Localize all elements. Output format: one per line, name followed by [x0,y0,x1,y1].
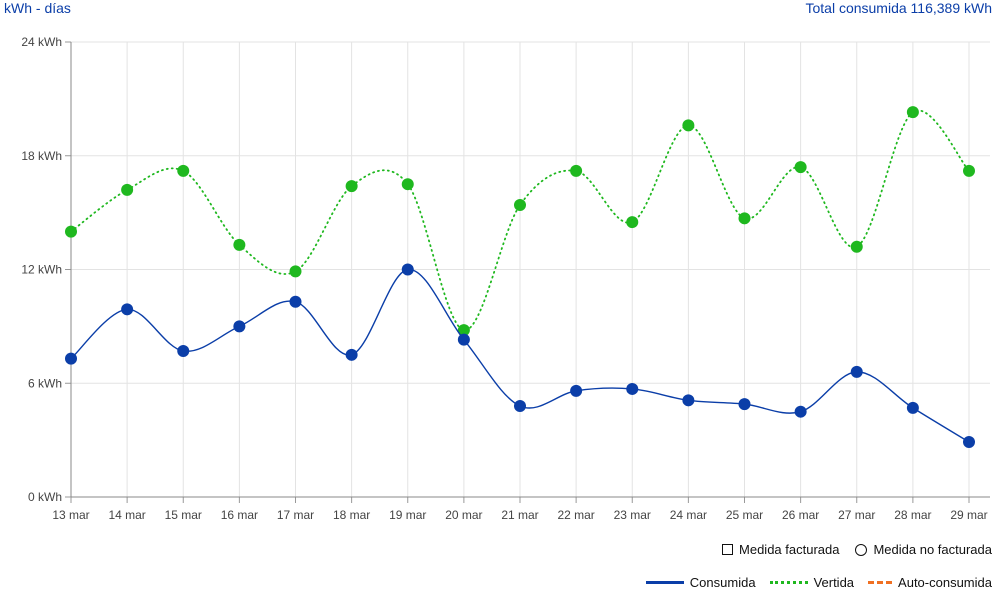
consumption-chart: 0 kWh 6 kWh 12 kWh 18 kWh 24 kWh 13 mar 14 mar… [21,35,990,522]
point-vertida-2[interactable] [177,164,190,177]
y-tick-label: 24 kWh [21,35,62,49]
point-vertida-13[interactable] [794,161,807,174]
legend-label-consumida[interactable]: Consumida [689,575,756,590]
series-layer [65,106,975,449]
x-tick-label: 28 mar [894,508,931,522]
point-consumida-2[interactable] [177,345,190,358]
point-consumida-6[interactable] [401,263,414,276]
x-tick-label: 24 mar [670,508,707,522]
point-vertida-16[interactable] [963,164,975,177]
x-tick-label: 18 mar [333,508,370,522]
point-consumida-11[interactable] [682,394,695,407]
total-consumption-label: Total consumida 116,389 kWh [805,0,992,16]
point-consumida-14[interactable] [850,365,863,378]
point-vertida-14[interactable] [850,240,863,253]
point-consumida-15[interactable] [906,401,919,414]
point-vertida-11[interactable] [682,119,695,132]
point-consumida-1[interactable] [121,303,134,316]
point-vertida-5[interactable] [345,180,358,193]
point-consumida-7[interactable] [457,333,470,346]
grid-layer [70,41,990,498]
point-vertida-6[interactable] [401,178,414,191]
point-consumida-10[interactable] [626,382,639,395]
point-vertida-7[interactable] [457,324,470,337]
x-tick-label: 27 mar [838,508,875,522]
point-consumida-3[interactable] [233,320,246,333]
x-tick-label: 13 mar [52,508,89,522]
point-vertida-12[interactable] [738,212,751,225]
legend-label-billed: Medida facturada [739,542,840,557]
x-tick-label: 19 mar [389,508,426,522]
legend-line-consumida-icon[interactable] [645,581,684,584]
point-consumida-12[interactable] [738,398,751,411]
x-tick-label: 22 mar [557,508,594,522]
point-vertida-1[interactable] [121,183,134,196]
axis-layer: 0 kWh 6 kWh 12 kWh 18 kWh 24 kWh 13 mar 14 mar… [21,35,990,522]
x-tick-label: 26 mar [782,508,819,522]
legend-label-vertida[interactable]: Vertida [813,575,855,590]
point-vertida-0[interactable] [65,225,77,238]
legend-label-unbilled: Medida no facturada [873,542,992,557]
point-vertida-15[interactable] [906,106,919,119]
point-vertida-3[interactable] [233,238,246,251]
x-tick-label: 20 mar [445,508,482,522]
y-tick-label: 18 kWh [21,149,62,163]
point-consumida-16[interactable] [963,436,975,449]
legend-line-vertida-icon[interactable] [769,581,808,584]
point-consumida-0[interactable] [65,352,77,365]
x-tick-label: 17 mar [277,508,314,522]
legend-series: Consumida Vertida Auto-consumida [645,575,992,590]
unit-label: kWh - días [4,0,71,16]
legend-label-autoconsumida[interactable]: Auto-consumida [898,575,992,590]
y-tick-label: 0 kWh [28,490,62,504]
circle-outline-icon [855,543,868,556]
point-vertida-9[interactable] [570,164,583,177]
x-tick-label: 23 mar [614,508,651,522]
point-vertida-10[interactable] [626,216,639,229]
x-tick-label: 29 mar [950,508,987,522]
y-tick-label: 6 kWh [28,376,62,390]
point-consumida-5[interactable] [345,348,358,361]
legend-measure-types: Medida facturada Medida no facturada [722,542,992,557]
point-consumida-13[interactable] [794,405,807,418]
point-consumida-8[interactable] [514,400,526,412]
x-tick-label: 21 mar [501,508,538,522]
point-vertida-4[interactable] [289,265,302,278]
x-tick-label: 25 mar [726,508,763,522]
point-vertida-8[interactable] [514,199,526,212]
square-outline-icon [722,544,734,555]
x-tick-label: 14 mar [108,508,145,522]
x-tick-label: 15 mar [165,508,202,522]
point-consumida-4[interactable] [289,295,302,308]
point-consumida-9[interactable] [570,384,583,397]
legend-line-autoconsumida-icon[interactable] [868,581,893,584]
series-line-consumida [70,268,970,443]
y-tick-label: 12 kWh [21,263,62,277]
x-tick-label: 16 mar [221,508,258,522]
